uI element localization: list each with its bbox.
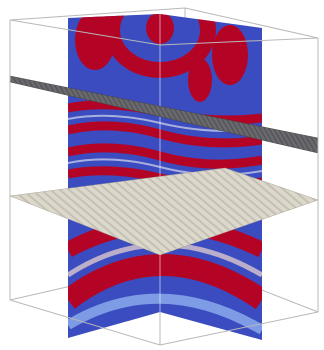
page — [0, 0, 324, 350]
visualization — [0, 0, 324, 350]
beige-plane — [10, 168, 318, 255]
